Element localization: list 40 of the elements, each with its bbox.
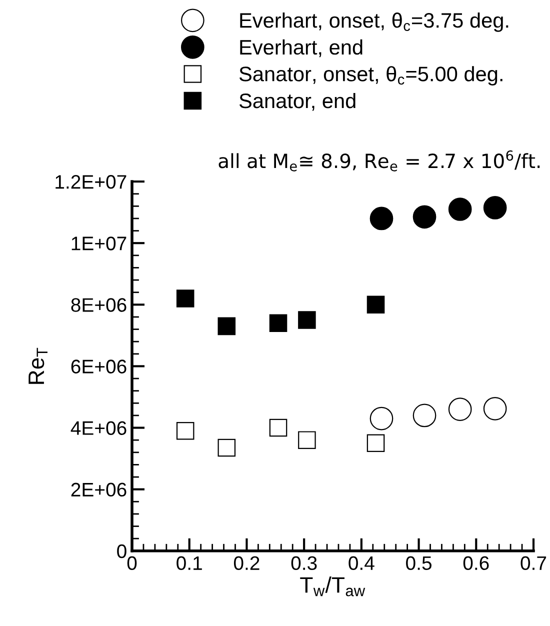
x-tick-label: 0.6: [463, 556, 489, 570]
legend-label: Sanator, end: [239, 92, 356, 111]
point: [412, 404, 436, 428]
text: all at M$_{e}$≅ 8.9, Re$_{e}$ = 2.7 x 10$^{6}$/ft.: [218, 150, 540, 172]
y-tick-label: 2E+06: [71, 482, 126, 497]
point: [218, 317, 236, 336]
x-tick-label: 0.5: [406, 556, 432, 570]
y-tick-label: 6E+06: [71, 360, 126, 374]
point: [298, 311, 316, 329]
y-tick-label: 1.2E+07: [56, 175, 126, 189]
x-tick-label: 0.4: [348, 556, 374, 570]
point: [448, 398, 472, 421]
x-tick-label: 0.1: [176, 556, 202, 570]
x-axis-title: T$_{w}$/T$_{aw}$: [300, 576, 366, 596]
y-tick-label: 8E+06: [71, 298, 126, 312]
y-tick-label: 1E+07: [72, 236, 126, 250]
point: [366, 296, 385, 314]
x-tick-label: 0.3: [291, 556, 317, 570]
point: [483, 397, 507, 420]
point: [370, 406, 394, 430]
x-tick-label: 0: [127, 556, 137, 570]
x-tick-label: 0.2: [234, 556, 260, 570]
point: [370, 206, 394, 230]
point: [483, 196, 507, 220]
point: [366, 434, 385, 452]
y-axis-title: Re$_{T}$: [28, 348, 48, 384]
point: [176, 290, 194, 308]
point: [218, 438, 236, 457]
legend-label: Sanator, onset, θ$_{c}$=5.00 deg.: [239, 66, 502, 86]
x-tick-label: 0.7: [520, 556, 546, 570]
y-tick-label: 0: [117, 544, 126, 558]
legend-label: Everhart, onset, θ$_{c}$=3.75 deg.: [240, 12, 508, 32]
point: [176, 422, 194, 440]
point: [269, 314, 288, 332]
y-tick-label: 4E+06: [70, 421, 126, 436]
point: [298, 431, 316, 449]
point: [412, 205, 436, 229]
point: [269, 418, 288, 437]
legend-label: Everhart, end: [240, 39, 362, 58]
point: [448, 198, 472, 221]
